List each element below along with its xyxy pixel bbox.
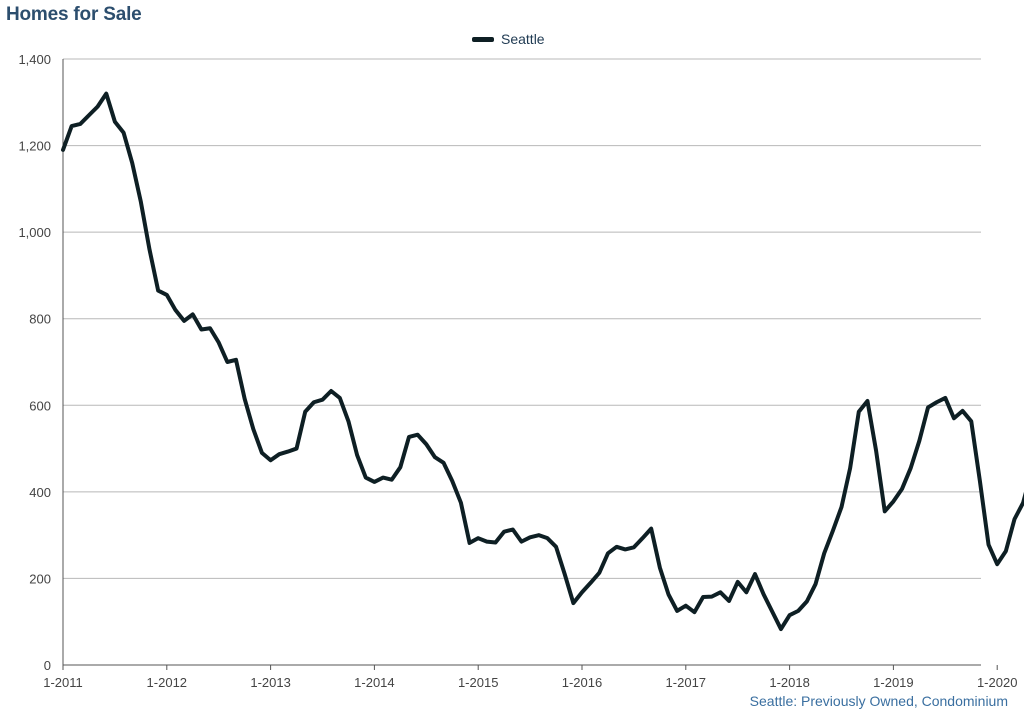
y-tick-label: 800 <box>29 312 51 327</box>
y-tick-label: 1,000 <box>18 225 51 240</box>
series-layer <box>61 91 1024 632</box>
x-tick-label: 1-2016 <box>562 675 602 690</box>
x-tick-label: 1-2015 <box>458 675 498 690</box>
chart-title: Homes for Sale <box>6 4 142 25</box>
x-tick-label: 1-2012 <box>147 675 187 690</box>
y-tick-label: 1,200 <box>18 139 51 154</box>
gridlines <box>63 58 981 579</box>
x-tick-label: 1-2011 <box>43 675 83 690</box>
x-tick-label: 1-2013 <box>250 675 290 690</box>
y-tick-label: 200 <box>29 571 51 586</box>
x-tick-label: 1-2017 <box>666 675 706 690</box>
x-tick-label: 1-2019 <box>873 675 913 690</box>
axes: 0 200 400 600 800 1,000 1,200 1,400 1-2011 1-2012… <box>18 52 1017 690</box>
y-tick-label: 400 <box>29 485 51 500</box>
x-tick-label: 1-2014 <box>354 675 394 690</box>
x-tick-label: 1-2018 <box>769 675 809 690</box>
legend: Seattle <box>472 31 545 47</box>
x-tick-label: 1-2020 <box>977 675 1017 690</box>
y-tick-label: 1,400 <box>18 52 51 67</box>
series-line-seattle <box>61 91 1024 632</box>
y-tick-label: 600 <box>29 398 51 413</box>
legend-label: Seattle <box>501 31 545 47</box>
y-tick-label: 0 <box>44 658 51 673</box>
source-note: Seattle: Previously Owned, Condominium <box>749 693 1008 709</box>
legend-line-swatch <box>472 36 494 42</box>
